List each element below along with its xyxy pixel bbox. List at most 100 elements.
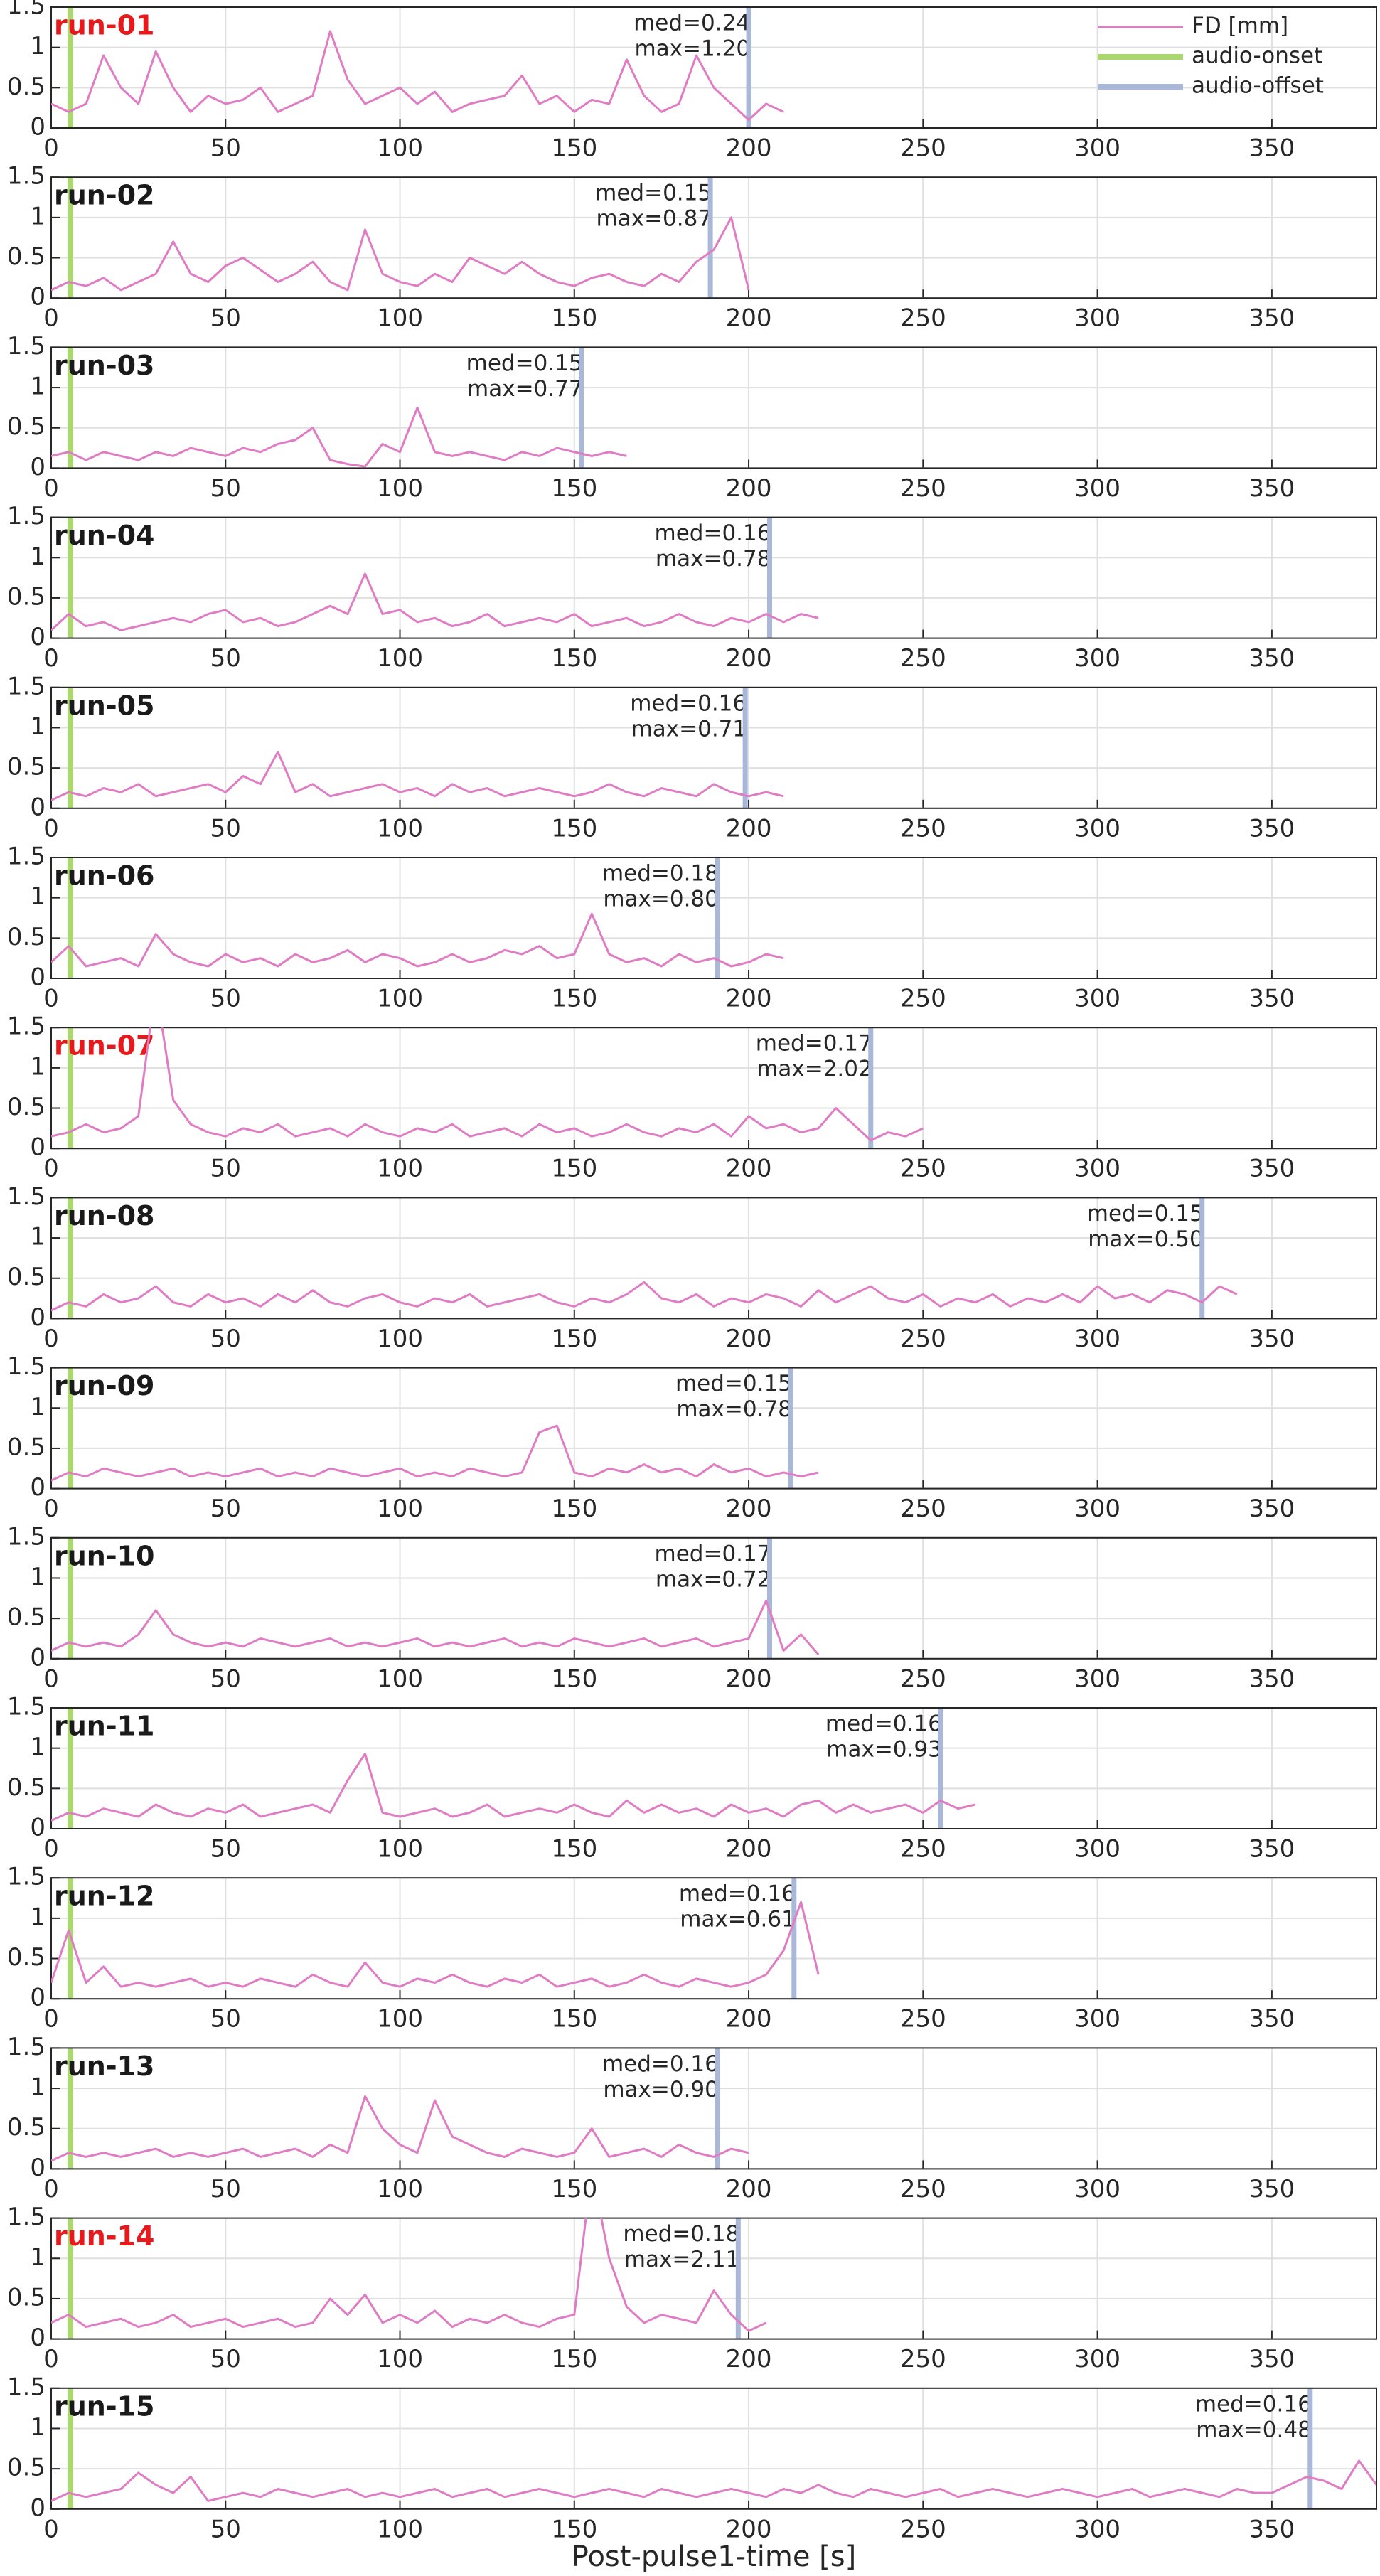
x-tick-label: 200 xyxy=(726,1155,772,1183)
annotation: max=0.80 xyxy=(603,887,719,912)
x-tick-label: 150 xyxy=(551,134,597,163)
x-tick-label: 250 xyxy=(900,134,946,163)
x-tick-label: 50 xyxy=(210,1155,241,1183)
x-tick-label: 200 xyxy=(726,644,772,673)
x-tick-label: 250 xyxy=(900,2345,946,2373)
panel-title: run-01 xyxy=(54,10,155,41)
panel: 0 50 100 150 200 250 300 350 0 0.5 1 1.5 med=0.24max… xyxy=(7,0,1377,163)
plot-area xyxy=(51,1708,1376,1829)
x-tick-label: 300 xyxy=(1074,2345,1120,2373)
annotation: max=0.93 xyxy=(826,1737,942,1763)
y-tick-label: 1 xyxy=(30,1052,46,1081)
x-tick-label: 300 xyxy=(1074,1664,1120,1693)
y-tick-label: 1.5 xyxy=(7,843,46,871)
x-tick-label: 200 xyxy=(726,2175,772,2203)
legend-label: audio-onset xyxy=(1192,43,1322,69)
fd-line xyxy=(51,30,784,122)
x-tick-label: 50 xyxy=(210,985,241,1013)
axes-frame xyxy=(50,176,1377,299)
fd-line xyxy=(51,1599,820,1656)
plot-area xyxy=(51,517,1376,638)
annotation: med=0.16 xyxy=(655,520,771,546)
x-tick-label: 100 xyxy=(377,134,423,163)
y-tick-label: 0 xyxy=(30,2154,46,2182)
x-tick-label: 150 xyxy=(551,2175,597,2203)
x-tick-label: 250 xyxy=(900,644,946,673)
x-tick-label: 0 xyxy=(43,644,59,673)
annotation: med=0.18 xyxy=(623,2221,739,2247)
axes-frame xyxy=(50,2217,1377,2340)
x-tick-label: 0 xyxy=(43,1835,59,1864)
x-tick-label: 150 xyxy=(551,304,597,333)
y-tick-label: 1 xyxy=(30,1733,46,1761)
plot-area xyxy=(51,347,1376,469)
x-tick-label: 100 xyxy=(377,1325,423,1353)
fd-line xyxy=(51,572,819,631)
y-tick-label: 0.5 xyxy=(7,1263,46,1291)
axes-frame xyxy=(50,1536,1377,1660)
x-tick-label: 150 xyxy=(551,1155,597,1183)
x-tick-label: 200 xyxy=(726,1495,772,1523)
x-tick-label: 300 xyxy=(1074,2515,1120,2543)
x-tick-label: 350 xyxy=(1248,474,1295,503)
x-tick-label: 250 xyxy=(900,1325,946,1353)
fd-line xyxy=(51,2459,1376,2502)
panel-title: run-10 xyxy=(54,1540,155,1571)
x-tick-label: 250 xyxy=(900,1495,946,1523)
x-tick-label: 0 xyxy=(43,2515,59,2543)
y-tick-label: 1.5 xyxy=(7,2033,46,2061)
x-tick-label: 0 xyxy=(43,1155,59,1183)
y-tick-label: 0 xyxy=(30,1984,46,2012)
x-tick-label: 50 xyxy=(210,2515,241,2543)
x-tick-label: 350 xyxy=(1248,1495,1295,1523)
x-tick-label: 150 xyxy=(551,2515,597,2543)
axes-frame xyxy=(50,2387,1377,2510)
fd-line xyxy=(51,1901,820,1988)
fd-line xyxy=(51,1424,819,1482)
x-tick-label: 250 xyxy=(900,474,946,503)
panel: 0 50 100 150 200 250 300 350 0 0.5 1 1.5 med=0.16max… xyxy=(7,1863,1377,2033)
y-tick-label: 0 xyxy=(30,1303,46,1332)
plot-area xyxy=(51,2218,1376,2339)
plot-area xyxy=(51,2048,1376,2169)
annotation: max=2.11 xyxy=(624,2247,740,2272)
y-tick-label: 0 xyxy=(30,1814,46,1842)
panel: 0 50 100 150 200 250 300 350 0 0.5 1 1.5 med=0.18max… xyxy=(7,843,1377,1013)
y-tick-label: 1.5 xyxy=(7,1012,46,1041)
fd-line xyxy=(51,1753,976,1822)
y-tick-label: 1.5 xyxy=(7,162,46,191)
axes-frame xyxy=(50,516,1377,639)
y-tick-label: 0.5 xyxy=(7,2113,46,2142)
x-tick-label: 200 xyxy=(726,1664,772,1693)
annotation: med=0.15 xyxy=(1087,1201,1204,1226)
legend-label: FD [mm] xyxy=(1192,14,1288,39)
x-tick-label: 350 xyxy=(1248,2515,1295,2543)
x-tick-label: 300 xyxy=(1074,304,1120,333)
annotation: med=0.17 xyxy=(655,1541,771,1566)
x-tick-label: 100 xyxy=(377,814,423,843)
annotation: med=0.24 xyxy=(633,11,750,36)
annotation: max=2.02 xyxy=(756,1057,872,1082)
panel-title: run-08 xyxy=(54,1200,155,1231)
y-tick-label: 1.5 xyxy=(7,1693,46,1721)
y-tick-label: 0 xyxy=(30,113,46,141)
fd-line xyxy=(51,216,750,292)
plot-area xyxy=(51,177,1376,299)
x-tick-label: 200 xyxy=(726,2345,772,2373)
x-tick-label: 150 xyxy=(551,2345,597,2373)
x-tick-label: 100 xyxy=(377,2345,423,2373)
x-tick-label: 250 xyxy=(900,2005,946,2033)
axes-frame xyxy=(50,857,1377,979)
panel: 0 50 100 150 200 250 300 350 0 0.5 1 1.5 med=0.15max… xyxy=(7,162,1377,333)
x-tick-label: 0 xyxy=(43,304,59,333)
y-tick-label: 0.5 xyxy=(7,1773,46,1802)
x-tick-label: 250 xyxy=(900,2175,946,2203)
y-tick-label: 1.5 xyxy=(7,1522,46,1551)
panel-title: run-12 xyxy=(54,1881,155,1912)
x-tick-label: 250 xyxy=(900,1835,946,1864)
x-tick-label: 100 xyxy=(377,1664,423,1693)
annotation: max=0.72 xyxy=(656,1566,771,1592)
y-tick-label: 1.5 xyxy=(7,1863,46,1891)
x-tick-label: 0 xyxy=(43,2175,59,2203)
y-tick-label: 0.5 xyxy=(7,1433,46,1461)
